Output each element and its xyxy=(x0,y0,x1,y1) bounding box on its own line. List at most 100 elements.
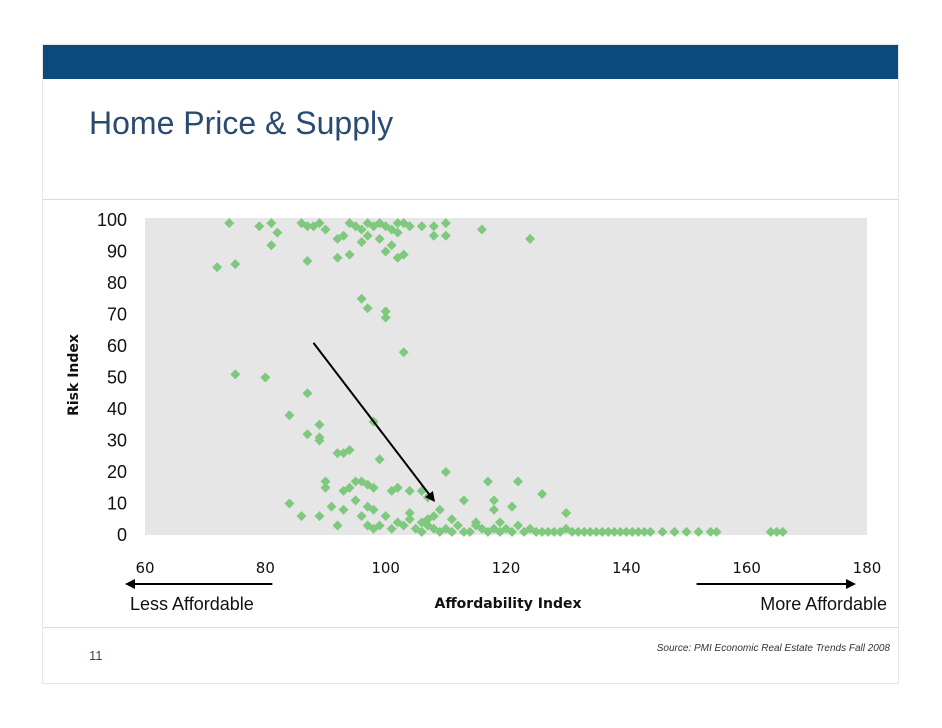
scatter-point xyxy=(422,514,433,525)
scatter-point xyxy=(603,526,614,537)
y-axis-title: Risk Index xyxy=(66,334,82,416)
scatter-point xyxy=(380,246,391,257)
data-points xyxy=(212,218,788,537)
scatter-point xyxy=(326,501,337,512)
scatter-point xyxy=(374,454,385,465)
scatter-point xyxy=(777,526,788,537)
scatter-point xyxy=(621,526,632,537)
scatter-point xyxy=(344,482,355,493)
scatter-point xyxy=(314,419,325,430)
scatter-point xyxy=(320,224,331,235)
plot-area xyxy=(145,218,867,535)
scatter-point xyxy=(507,526,518,537)
scatter-point xyxy=(591,526,602,537)
scatter-point xyxy=(392,218,403,229)
scatter-point xyxy=(488,523,499,534)
scatter-point xyxy=(272,227,283,238)
y-tick-label: 80 xyxy=(107,273,127,293)
scatter-point xyxy=(302,221,313,232)
scatter-point xyxy=(693,526,704,537)
scatter-point xyxy=(302,255,313,266)
scatter-point xyxy=(513,520,524,531)
less-affordable-label: Less Affordable xyxy=(130,594,254,614)
scatter-point xyxy=(266,240,277,251)
scatter-point xyxy=(284,498,295,509)
scatter-point xyxy=(314,432,325,443)
x-tick-label: 100 xyxy=(371,559,400,577)
scatter-point xyxy=(404,507,415,518)
scatter-point xyxy=(549,526,560,537)
scatter-point xyxy=(404,485,415,496)
scatter-point xyxy=(711,526,722,537)
scatter-point xyxy=(332,520,343,531)
scatter-point xyxy=(356,224,367,235)
scatter-point xyxy=(645,526,656,537)
y-tick-label: 30 xyxy=(107,431,127,451)
scatter-point xyxy=(380,511,391,522)
scatter-point xyxy=(573,526,584,537)
x-tick-label: 60 xyxy=(135,559,154,577)
scatter-point xyxy=(597,526,608,537)
slide-title: Home Price & Supply xyxy=(89,105,394,141)
scatter-point xyxy=(627,526,638,537)
scatter-point xyxy=(525,233,536,244)
scatter-point xyxy=(392,482,403,493)
scatter-point xyxy=(344,249,355,260)
scatter-point xyxy=(615,526,626,537)
scatter-point xyxy=(254,221,265,232)
x-tick-label: 120 xyxy=(492,559,521,577)
scatter-point xyxy=(356,293,367,304)
scatter-point xyxy=(266,218,277,229)
annotation-arrows xyxy=(125,342,856,589)
scatter-point xyxy=(416,526,427,537)
scatter-point xyxy=(338,504,349,515)
scatter-point xyxy=(296,511,307,522)
scatter-point xyxy=(609,526,620,537)
x-axis-ticks: 60 80 100 120 140 160 180 xyxy=(135,559,881,577)
scatter-point xyxy=(398,249,409,260)
scatter-point xyxy=(320,476,331,487)
scatter-point xyxy=(404,514,415,525)
scatter-point xyxy=(639,526,650,537)
x-axis-title: Affordability Index xyxy=(435,596,582,612)
scatter-point xyxy=(507,501,518,512)
scatter-point xyxy=(212,262,223,273)
scatter-point xyxy=(356,237,367,248)
scatter-point xyxy=(380,306,391,317)
scatter-point xyxy=(488,504,499,515)
scatter-point xyxy=(537,489,548,500)
scatter-point xyxy=(230,259,241,270)
scatter-point xyxy=(314,511,325,522)
title-divider xyxy=(43,199,898,200)
scatter-point xyxy=(765,526,776,537)
scatter-point xyxy=(332,252,343,263)
scatter-point xyxy=(434,504,445,515)
scatter-point xyxy=(416,221,427,232)
y-tick-label: 70 xyxy=(107,305,127,325)
scatter-point xyxy=(314,218,325,229)
x-tick-label: 80 xyxy=(256,559,275,577)
scatter-point xyxy=(458,526,469,537)
scatter-point xyxy=(356,511,367,522)
scatter-point xyxy=(386,523,397,534)
x-tick-label: 140 xyxy=(612,559,641,577)
y-tick-label: 60 xyxy=(107,336,127,356)
scatter-point xyxy=(224,218,235,229)
more-affordable-label: More Affordable xyxy=(760,594,887,614)
scatter-point xyxy=(458,495,469,506)
scatter-point xyxy=(398,520,409,531)
scatter-point xyxy=(428,221,439,232)
scatter-point xyxy=(440,218,451,229)
scatter-point xyxy=(404,221,415,232)
scatter-point xyxy=(537,526,548,537)
scatter-point xyxy=(374,520,385,531)
scatter-point xyxy=(446,526,457,537)
header-bar xyxy=(43,45,898,79)
scatter-point xyxy=(657,526,668,537)
trend-arrow xyxy=(312,342,436,502)
scatter-point xyxy=(368,482,379,493)
scatter-point xyxy=(398,347,409,358)
scatter-point xyxy=(579,526,590,537)
scatter-point xyxy=(513,476,524,487)
